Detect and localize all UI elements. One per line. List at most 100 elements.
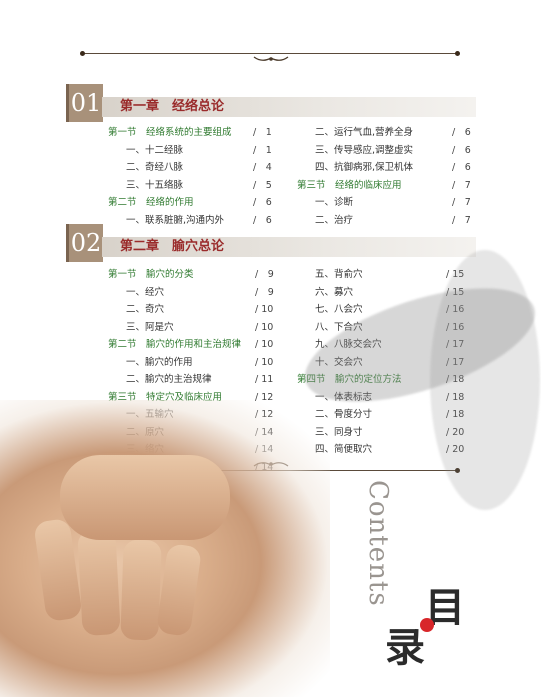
toc-item-row[interactable]: 五、背俞穴 / 15 <box>297 269 466 281</box>
toc-entry-title: 第一节 经络系统的主要组成 <box>108 127 232 138</box>
toc-item-row[interactable]: 一、腧穴的作用 / 10 <box>108 357 275 369</box>
toc-item-row[interactable]: 二、腧穴的主治规律 / 11 <box>108 374 275 386</box>
chapter-2-title: 第二章 腧穴总论 <box>120 239 225 254</box>
toc-page-number: / 11 <box>255 374 274 385</box>
toc-item-row[interactable]: 一、联系脏腑,沟通内外 / 6 <box>108 215 273 227</box>
toc-item-row[interactable]: 一、体表标志 / 18 <box>297 392 466 404</box>
toc-entry-title: 九、八脉交会穴 <box>315 339 382 350</box>
toc-entry-title: 第三节 经络的临床应用 <box>297 179 402 191</box>
top-ornament-icon <box>253 56 289 61</box>
toc-item-row[interactable]: 七、八会穴 / 16 <box>297 304 466 316</box>
red-dot-accent <box>420 618 434 632</box>
toc-section-row[interactable]: 第一节 经络系统的主要组成 / 1 <box>108 127 273 139</box>
toc-page-number: / 17 <box>446 356 465 368</box>
toc-item-row[interactable]: 四、简便取穴 / 20 <box>297 444 466 456</box>
toc-item-row[interactable]: 八、下合穴 / 16 <box>297 322 466 334</box>
toc-item-row[interactable]: 二、运行气血,营养全身 / 6 <box>297 127 472 139</box>
toc-page-number: / 16 <box>446 304 465 315</box>
toc-item-row[interactable]: 十、交会穴 / 17 <box>297 357 466 369</box>
finger-shape <box>77 529 121 636</box>
brush-stroke-decoration-2 <box>430 250 540 510</box>
toc-page-number: / 7 <box>452 214 471 226</box>
toc-entry-title: 一、联系脏腑,沟通内外 <box>126 214 225 226</box>
toc-page-number: / 9 <box>255 286 274 298</box>
top-rule-right-dot <box>455 51 460 56</box>
toc-entry-title: 一、体表标志 <box>315 391 373 403</box>
finger-shape <box>120 539 162 641</box>
toc-section-row[interactable]: 第二节 经络的作用 / 6 <box>108 197 273 209</box>
toc-entry-title: 三、阿是穴 <box>126 321 174 333</box>
toc-section-row[interactable]: 第一节 腧穴的分类 / 9 <box>108 269 275 281</box>
toc-entry-title: 四、简便取穴 <box>315 444 373 455</box>
toc-page-number: / 9 <box>255 269 274 280</box>
toc-entry-title: 六、募穴 <box>315 286 354 298</box>
toc-page-number: / 16 <box>446 321 465 333</box>
toc-section-row[interactable]: 第四节 腧穴的定位方法 / 18 <box>297 374 466 386</box>
toc-item-row[interactable]: 一、诊断 / 7 <box>297 197 472 209</box>
toc-page-number: / 6 <box>452 162 471 173</box>
toc-page-number: / 12 <box>255 391 274 403</box>
toc-entry-title: 第四节 腧穴的定位方法 <box>297 374 402 385</box>
toc-page-number: / 10 <box>255 339 274 350</box>
toc-page-number: / 1 <box>253 127 272 138</box>
toc-entry-title: 一、十二经脉 <box>126 144 184 156</box>
toc-item-row[interactable]: 三、十五络脉 / 5 <box>108 180 273 192</box>
toc-page-number: / 6 <box>253 214 272 226</box>
toc-entry-title: 三、传导感应,调整虚实 <box>315 144 414 156</box>
toc-entry-title: 八、下合穴 <box>315 321 363 333</box>
toc-item-row[interactable]: 六、募穴 / 15 <box>297 287 466 299</box>
toc-item-row[interactable]: 二、奇穴 / 10 <box>108 304 275 316</box>
chapter-2-title-bar <box>102 237 476 257</box>
toc-page-number: / 6 <box>452 144 471 156</box>
toc-item-row[interactable]: 一、十二经脉 / 1 <box>108 145 273 157</box>
toc-page-number: / 18 <box>446 391 465 403</box>
contents-vertical-title: Contents <box>363 480 393 607</box>
toc-page-number: / 17 <box>446 339 465 350</box>
toc-item-row[interactable]: 九、八脉交会穴 / 17 <box>297 339 466 351</box>
toc-item-row[interactable]: 二、骨度分寸 / 18 <box>297 409 466 421</box>
top-rule-left-dot <box>80 51 85 56</box>
toc-entry-title: 四、抗御病邪,保卫机体 <box>315 162 414 173</box>
lu-character: 录 <box>385 624 425 671</box>
toc-page-number: / 6 <box>253 197 272 208</box>
toc-page-number: / 20 <box>446 426 465 438</box>
toc-entry-title: 一、诊断 <box>315 197 354 208</box>
toc-page-number: / 15 <box>446 286 465 298</box>
toc-entry-title: 二、骨度分寸 <box>315 409 373 420</box>
chapter-2-number: 02 <box>66 224 103 262</box>
toc-page-number: / 20 <box>446 444 465 455</box>
toc-item-row[interactable]: 三、传导感应,调整虚实 / 6 <box>297 145 472 157</box>
toc-section-row[interactable]: 第二节 腧穴的作用和主治规律 / 10 <box>108 339 275 351</box>
toc-entry-title: 一、腧穴的作用 <box>126 356 193 368</box>
toc-entry-title: 第二节 经络的作用 <box>108 197 194 208</box>
toc-page-number: / 1 <box>253 144 272 156</box>
toc-section-row[interactable]: 第三节 特定穴及临床应用 / 12 <box>108 392 275 404</box>
top-rule <box>82 53 458 54</box>
chapter-1-title-bar <box>102 97 476 117</box>
toc-item-row[interactable]: 四、抗御病邪,保卫机体 / 6 <box>297 162 472 174</box>
toc-entry-title: 五、背俞穴 <box>315 269 363 280</box>
hand-back-shape <box>60 455 230 540</box>
toc-entry-title: 二、奇经八脉 <box>126 162 184 173</box>
toc-page-number: / 10 <box>255 304 274 315</box>
toc-item-row[interactable]: 一、经穴 / 9 <box>108 287 275 299</box>
toc-entry-title: 二、奇穴 <box>126 304 165 315</box>
toc-page-number: / 4 <box>253 162 272 173</box>
toc-item-row[interactable]: 二、治疗 / 7 <box>297 215 472 227</box>
toc-entry-title: 二、治疗 <box>315 214 354 226</box>
toc-item-row[interactable]: 三、阿是穴 / 10 <box>108 322 275 334</box>
toc-entry-title: 七、八会穴 <box>315 304 363 315</box>
toc-entry-title: 一、经穴 <box>126 286 165 298</box>
toc-entry-title: 三、十五络脉 <box>126 179 184 191</box>
toc-entry-title: 第二节 腧穴的作用和主治规律 <box>108 339 242 350</box>
toc-page-number: / 10 <box>255 321 274 333</box>
toc-entry-title: 三、同身寸 <box>315 426 363 438</box>
toc-section-row[interactable]: 第三节 经络的临床应用 / 7 <box>297 180 472 192</box>
toc-entry-title: 第一节 腧穴的分类 <box>108 269 194 280</box>
toc-item-row[interactable]: 三、同身寸 / 20 <box>297 427 466 439</box>
toc-entry-title: 第三节 特定穴及临床应用 <box>108 391 223 403</box>
bottom-rule-right-dot <box>455 468 460 473</box>
toc-page-number: / 18 <box>446 374 465 385</box>
toc-item-row[interactable]: 二、奇经八脉 / 4 <box>108 162 273 174</box>
toc-page-number: / 18 <box>446 409 465 420</box>
